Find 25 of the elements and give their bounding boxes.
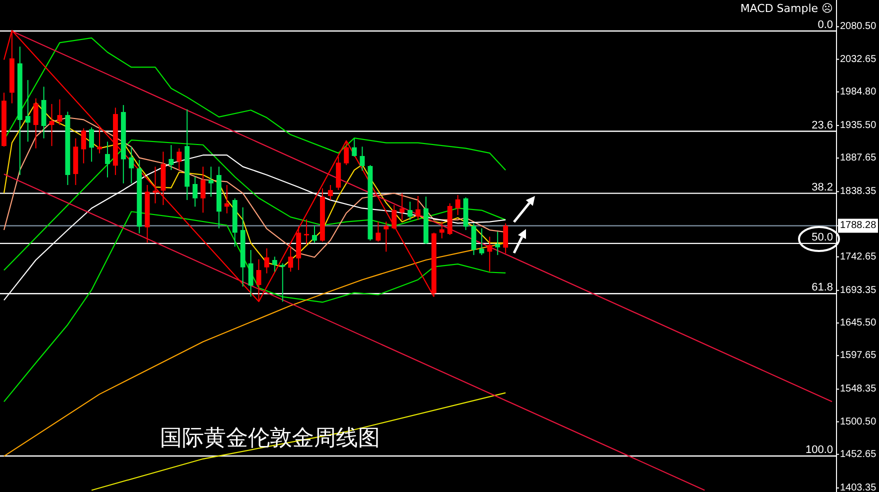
annotation: 61.8 (812, 282, 833, 294)
y-tick-label: 1693.35 (840, 284, 877, 296)
annotation: 100.0 (805, 444, 833, 456)
y-tick-label: 1742.65 (840, 251, 877, 262)
annotation: 23.6 (812, 119, 833, 132)
y-tick-label: 1984.80 (840, 86, 877, 98)
y-tick-label: 2080.50 (840, 21, 877, 32)
line-series (3, 211, 506, 402)
y-tick-label: 1500.50 (840, 416, 877, 428)
y-tick-label: 1887.65 (840, 152, 877, 164)
line-series (91, 392, 506, 491)
y-tick-label: 1935.50 (840, 120, 877, 131)
y-tick-label: 2032.65 (840, 54, 877, 65)
annotation: 50.0 (812, 231, 833, 244)
line-series (3, 140, 506, 271)
y-tick-label: 1597.65 (840, 350, 877, 362)
annotation: 38.2 (812, 181, 833, 194)
y-tick-label: 1403.35 (840, 482, 877, 492)
annotation: 0.0 (818, 18, 833, 31)
annotation: MACD Sample ☹ (740, 2, 833, 15)
y-tick-label: 1645.50 (840, 318, 877, 329)
y-tick-label: 1788.28 (840, 220, 877, 232)
y-tick-label: 1452.65 (840, 448, 877, 460)
y-tick-label: 1838.35 (840, 186, 877, 198)
y-tick-label: 1548.35 (840, 384, 877, 395)
